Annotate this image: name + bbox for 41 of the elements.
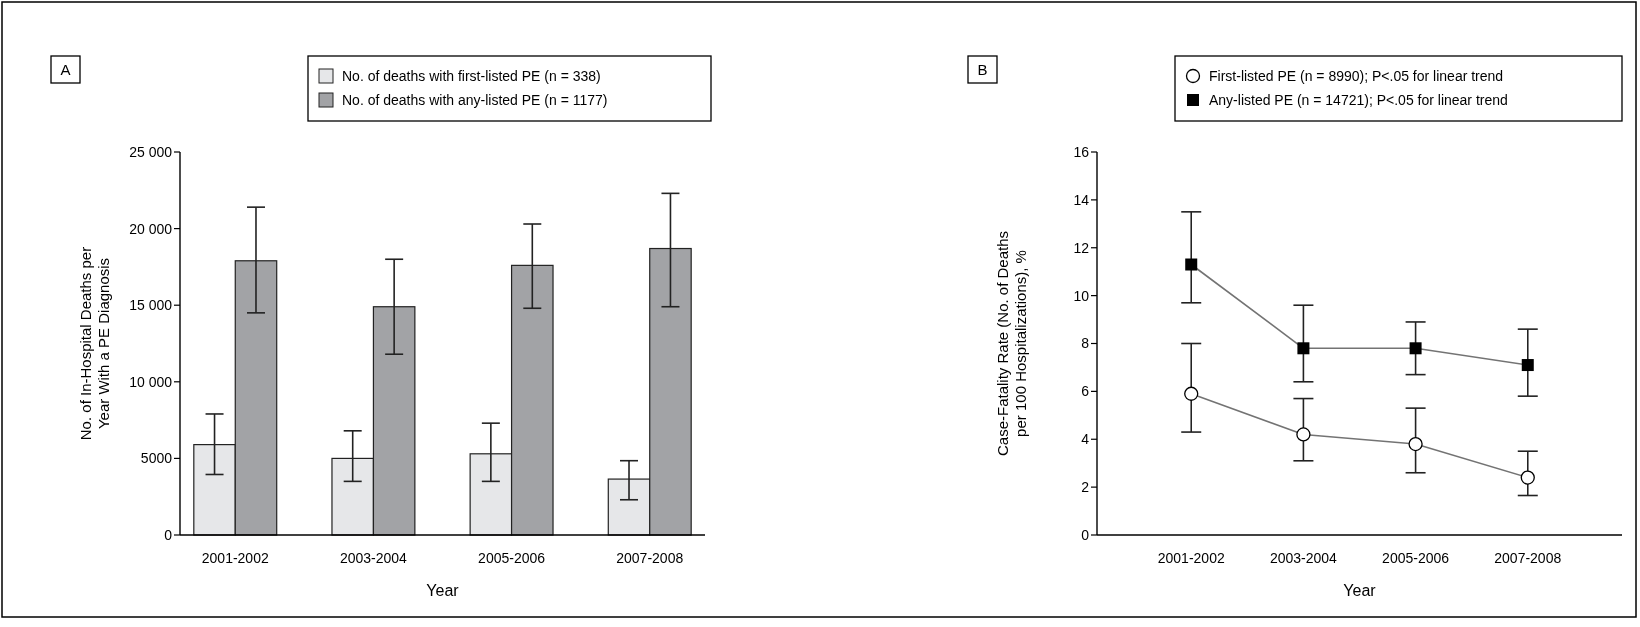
y-tick-label: 20 000 [129, 220, 173, 237]
x-tick-label: 2007-2008 [616, 550, 684, 566]
x-axis-title: Year [1343, 582, 1377, 599]
x-tick-label: 2005-2006 [1382, 550, 1450, 566]
point [1408, 436, 1423, 452]
point [1521, 359, 1534, 372]
x-tick-label: 2003-2004 [1269, 550, 1338, 566]
y-axis-title: No. of In-Hospital Deaths per Year With a PE Diagnosis [77, 246, 112, 441]
chart-title: B [977, 61, 988, 78]
legend-label: No. of deaths with first-listed PE (n = 338) [342, 67, 601, 84]
y-tick-label: 25 000 [129, 143, 173, 160]
x-tick-label: 2007-2008 [1494, 550, 1562, 566]
y-tick-label: 15 000 [129, 297, 173, 314]
x-tick-label: 2001-2002 [201, 550, 269, 566]
x-tick-label: 2001-2002 [1157, 550, 1225, 566]
point [1297, 342, 1310, 355]
y-axis-title: Case-Fatality Rate (No. of Deaths per 100 Hospitalizations), % [994, 230, 1029, 457]
y-tick-label: 10 000 [129, 373, 173, 390]
point [1520, 470, 1535, 485]
x-tick-label: 2005-2006 [478, 550, 546, 566]
point [1185, 258, 1198, 271]
point [1296, 427, 1311, 442]
y-tick-label: 4 [1081, 431, 1090, 448]
x-tick-label: 2003-2004 [339, 550, 408, 566]
x-axis-title: Year [426, 582, 460, 599]
point [1409, 342, 1422, 355]
y-tick-label: 14 [1073, 191, 1090, 208]
point [1184, 386, 1199, 401]
y-tick-label: 12 [1073, 239, 1090, 256]
y-tick-label: 8 [1081, 335, 1090, 352]
y-tick-label: 0 [164, 526, 173, 543]
y-tick-label: 2 [1081, 479, 1090, 496]
legend-label: Any-listed PE (n = 14721); P<.05 for linear trend [1209, 91, 1508, 108]
chart-title: A [60, 61, 71, 78]
y-tick-label: 0 [1081, 526, 1090, 543]
y-tick-label: 10 [1073, 287, 1090, 304]
legend-label: First-listed PE (n = 8990); P<.05 for linear trend [1209, 67, 1504, 84]
y-tick-label: 5000 [140, 450, 173, 467]
y-tick-label: 16 [1073, 143, 1090, 160]
legend-label: No. of deaths with any-listed PE (n = 1177) [342, 91, 608, 108]
y-tick-label: 6 [1081, 383, 1090, 400]
